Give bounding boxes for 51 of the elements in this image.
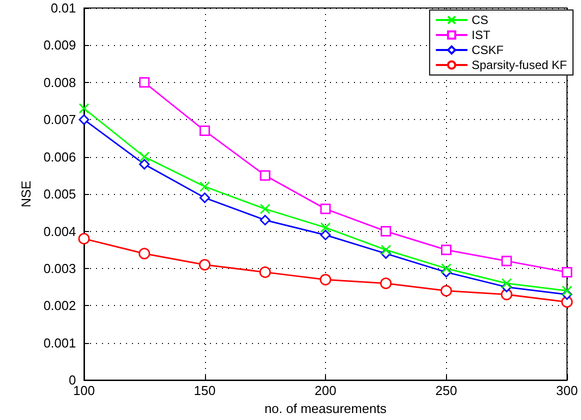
y-tick-label: 0.007 [43,112,76,128]
point [199,259,210,270]
point [440,285,452,297]
point [139,152,150,162]
point [320,274,332,286]
point [78,114,90,125]
point [200,126,210,136]
y-tick-label: 0.009 [43,38,76,53]
point [200,181,210,192]
y-tick-label: 0.005 [43,186,76,202]
point [380,226,392,237]
x-axis-title: no. of measurements [264,401,388,416]
point [78,232,90,244]
x-tick-label: 300 [556,383,578,398]
point [260,214,270,226]
point [138,248,150,260]
point [259,266,271,278]
y-tick-label: 0 [68,372,76,388]
x-tick-label: 200 [314,383,336,398]
point [78,103,90,114]
x-tick-label: 100 [73,383,95,398]
point [260,170,270,181]
point [380,244,392,256]
point [200,192,210,204]
x-tick-label: 150 [194,383,216,398]
point [260,204,270,214]
y-axis-title: NSE [18,180,34,208]
point [441,244,452,256]
point [320,230,331,240]
legend-label: CS [472,13,488,27]
point [562,266,572,278]
y-tick-label: 0.004 [43,224,76,239]
y-tick-label: 0.008 [43,74,76,90]
y-tick-label: 0.003 [43,260,76,276]
point [139,159,150,170]
legend-label: IST [472,28,491,42]
legend-label: CSKF [472,43,504,57]
point [320,222,331,233]
y-tick-label: 0.002 [43,298,76,314]
y-tick-label: 0.006 [43,149,76,164]
point [501,256,512,266]
point [562,286,572,296]
point [501,278,512,289]
point [441,263,452,274]
y-tick-label: 0.001 [43,335,76,350]
point [139,77,150,88]
point [320,204,331,214]
x-tick-label: 250 [435,383,458,398]
legend-label: Sparsity-fused KF [472,58,568,72]
point [380,278,392,290]
y-tick-label: 0.01 [50,0,76,16]
